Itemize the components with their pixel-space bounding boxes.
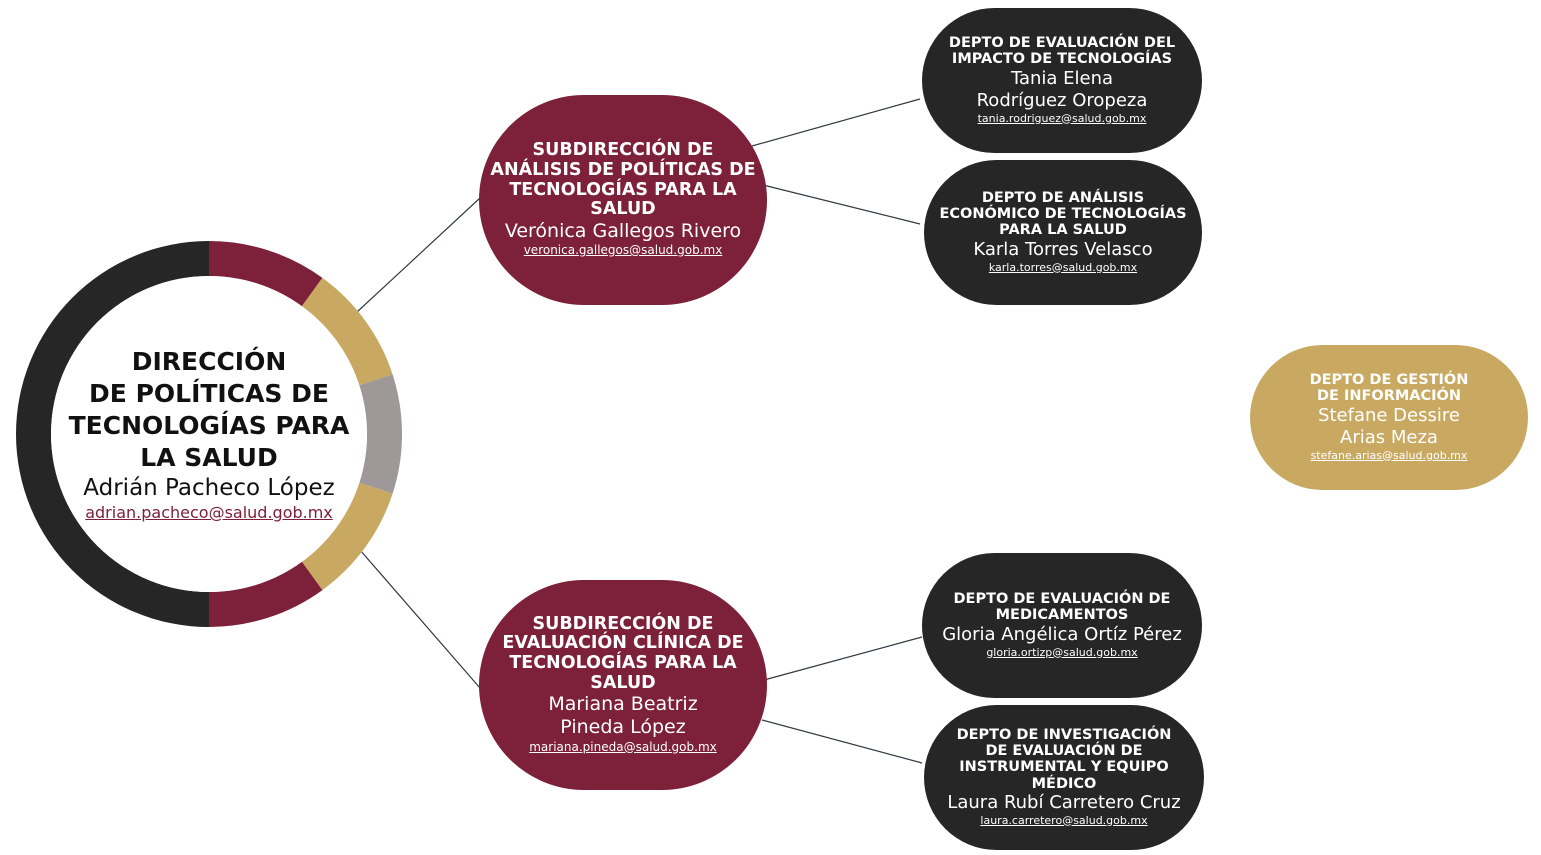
- ring-segment-maroon-top: [209, 241, 323, 307]
- connector-sub2-depto4: [761, 719, 923, 764]
- depto-medicamentos-email-link[interactable]: gloria.ortizp@salud.gob.mx: [986, 645, 1138, 659]
- depto-economico-email-link[interactable]: karla.torres@salud.gob.mx: [988, 260, 1138, 274]
- direccion-email-link[interactable]: adrian.pacheco@salud.gob.mx: [85, 502, 333, 522]
- connector-sub2-depto3: [763, 636, 923, 681]
- depto-impacto-title: DEPTO DE EVALUACIÓN DEL IMPACTO DE TECNO…: [948, 35, 1176, 68]
- connector-main-sub1: [356, 197, 481, 313]
- subdireccion-analisis-email-link[interactable]: veronica.gallegos@salud.gob.mx: [523, 242, 723, 257]
- ring-segment-gold-bottom: [301, 482, 393, 591]
- depto-gestion-informacion-title: DEPTO DE GESTIÓN DE INFORMACIÓN: [1309, 372, 1469, 405]
- depto-medicamentos-name: Gloria Angélica Ortíz Pérez: [942, 623, 1182, 645]
- direccion-name: Adrián Pacheco López: [83, 475, 335, 502]
- connector-sub1-depto2: [762, 184, 921, 225]
- depto-gestion-informacion-email-link[interactable]: stefane.arias@salud.gob.mx: [1310, 448, 1468, 462]
- depto-instrumental-node: DEPTO DE INVESTIGACIÓN DE EVALUACIÓN DE …: [924, 705, 1204, 850]
- direccion-title: DIRECCIÓN DE POLÍTICAS DE TECNOLOGÍAS PA…: [68, 347, 350, 473]
- subdireccion-analisis-title: SUBDIRECCIÓN DE ANÁLISIS DE POLÍTICAS DE…: [490, 140, 756, 220]
- connector-sub1-depto1: [751, 98, 921, 147]
- subdireccion-evaluacion-title: SUBDIRECCIÓN DE EVALUACIÓN CLÍNICA DE TE…: [502, 613, 744, 693]
- depto-economico-name: Karla Torres Velasco: [973, 238, 1153, 260]
- ring-segment-maroon-bottom: [209, 561, 323, 627]
- ring-segment-gray: [359, 374, 402, 494]
- depto-medicamentos-node: DEPTO DE EVALUACIÓN DE MEDICAMENTOS Glor…: [922, 553, 1202, 698]
- depto-medicamentos-title: DEPTO DE EVALUACIÓN DE MEDICAMENTOS: [953, 591, 1171, 624]
- depto-impacto-node: DEPTO DE EVALUACIÓN DEL IMPACTO DE TECNO…: [922, 8, 1202, 153]
- depto-impacto-name: Tania Elena Rodríguez Oropeza: [976, 67, 1148, 111]
- depto-instrumental-name: Laura Rubí Carretero Cruz: [947, 791, 1181, 813]
- subdireccion-evaluacion-email-link[interactable]: mariana.pineda@salud.gob.mx: [529, 739, 717, 754]
- depto-economico-title: DEPTO DE ANÁLISIS ECONÓMICO DE TECNOLOGÍ…: [939, 190, 1187, 239]
- main-ring: [16, 241, 402, 627]
- connector-main-sub2: [359, 549, 481, 689]
- subdireccion-analisis-node: SUBDIRECCIÓN DE ANÁLISIS DE POLÍTICAS DE…: [479, 95, 767, 305]
- depto-gestion-informacion-name: Stefane Dessire Arias Meza: [1318, 404, 1460, 448]
- depto-instrumental-email-link[interactable]: laura.carretero@salud.gob.mx: [980, 813, 1148, 827]
- subdireccion-evaluacion-node: SUBDIRECCIÓN DE EVALUACIÓN CLÍNICA DE TE…: [479, 580, 767, 790]
- depto-economico-node: DEPTO DE ANÁLISIS ECONÓMICO DE TECNOLOGÍ…: [924, 160, 1202, 305]
- ring-segment-black: [16, 241, 209, 627]
- subdireccion-evaluacion-name: Mariana Beatriz Pineda López: [548, 693, 698, 739]
- depto-instrumental-title: DEPTO DE INVESTIGACIÓN DE EVALUACIÓN DE …: [956, 726, 1172, 792]
- depto-gestion-informacion-node: DEPTO DE GESTIÓN DE INFORMACIÓN Stefane …: [1250, 345, 1528, 490]
- ring-segment-gold-top: [301, 277, 393, 386]
- direccion-node: DIRECCIÓN DE POLÍTICAS DE TECNOLOGÍAS PA…: [51, 276, 367, 592]
- depto-impacto-email-link[interactable]: tania.rodriguez@salud.gob.mx: [977, 111, 1147, 125]
- subdireccion-analisis-name: Verónica Gallegos Rivero: [504, 219, 742, 242]
